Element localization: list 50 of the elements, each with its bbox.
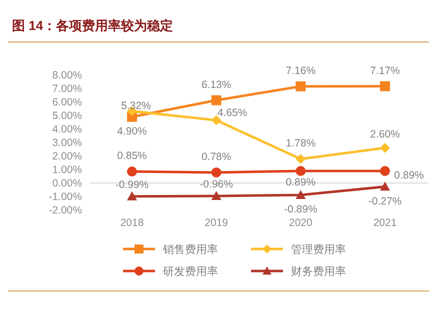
point (127, 166, 137, 177)
data-label: 4.65% (217, 106, 248, 119)
point (296, 166, 306, 176)
data-label: 1.78% (286, 138, 316, 150)
data-label: -0.99% (115, 179, 149, 192)
point (127, 191, 137, 200)
y-tick-label: 4.00% (52, 124, 82, 136)
y-tick-label: 1.00% (52, 164, 82, 176)
data-label: -0.89% (284, 204, 318, 216)
data-label: 0.89% (286, 176, 316, 189)
data-label: 0.89% (394, 170, 424, 182)
point (211, 95, 222, 106)
x-tick-label: 2021 (373, 217, 397, 229)
point (211, 167, 222, 178)
data-label: 0.78% (201, 151, 232, 164)
chart-title: 图 14：各项费用率较为稳定 (12, 18, 174, 33)
y-tick-label: 3.00% (52, 137, 82, 150)
data-label: 0.85% (117, 150, 147, 162)
y-tick-label: 7.00% (52, 83, 82, 96)
y-tick-label: 8.00% (52, 70, 82, 82)
data-label: 7.17% (370, 64, 400, 77)
data-label: 6.13% (201, 78, 232, 91)
x-tick-label: 2018 (120, 217, 144, 229)
data-label: 5.32% (121, 100, 151, 112)
y-tick-label: -1.00% (48, 191, 82, 204)
y-tick-label: 5.00% (52, 110, 82, 122)
point (211, 115, 222, 126)
point (296, 190, 306, 200)
point (380, 166, 390, 176)
point (211, 190, 222, 200)
x-tick-label: 2019 (204, 217, 228, 229)
y-tick-label: 2.00% (52, 150, 82, 163)
data-label: 2.60% (370, 128, 400, 141)
legend-label: 销售费用率 (162, 242, 218, 256)
point (380, 142, 390, 153)
data-label: 7.16% (286, 65, 316, 78)
y-tick-label: -2.00% (48, 204, 82, 217)
y-tick-label: 6.00% (52, 96, 82, 109)
data-label: -0.96% (200, 178, 233, 191)
data-label: 4.90% (117, 126, 147, 138)
legend-label: 财务费用率 (291, 264, 346, 278)
y-tick-label: 0.00% (52, 178, 82, 190)
point (296, 154, 306, 164)
data-label: -0.27% (368, 195, 402, 208)
legend-label: 管理费用率 (291, 242, 346, 256)
point (380, 81, 390, 92)
point (380, 182, 390, 191)
point (296, 81, 306, 92)
legend-label: 研发费用率 (163, 264, 218, 278)
x-tick-label: 2020 (288, 217, 313, 229)
